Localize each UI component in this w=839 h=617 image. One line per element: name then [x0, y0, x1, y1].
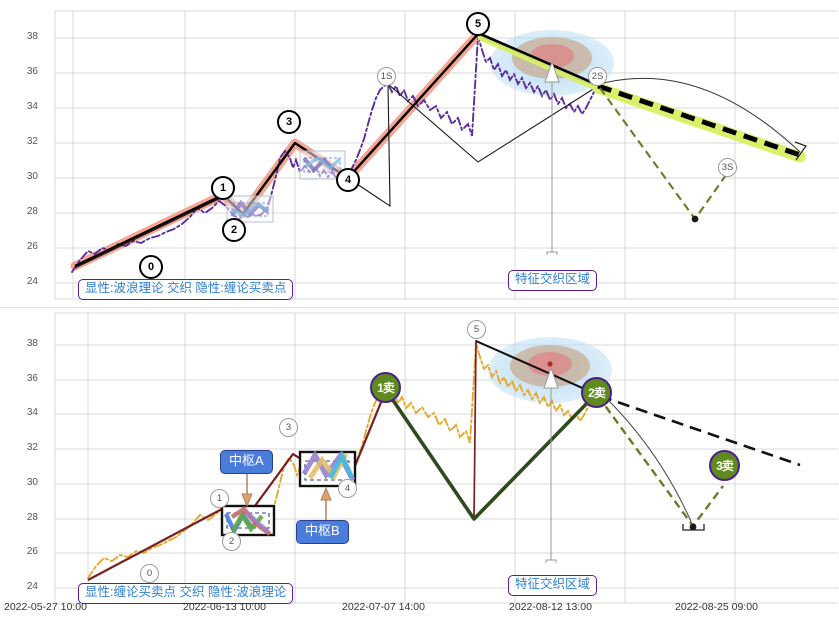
top-gridlines [54, 10, 838, 300]
top-sell-marker-1s[interactable]: 1S [377, 67, 396, 86]
bottom-projection-arc-visible [601, 393, 694, 527]
bottom-ytick-26: 26 [26, 546, 38, 557]
bottom-strategy-tag: 显性:缠论买卖点 交织 隐性:波浪理论 [78, 583, 294, 604]
top-projection-arc [599, 77, 801, 153]
top-ytick-36: 36 [26, 66, 38, 77]
top-sell-marker-3s[interactable]: 3S [718, 158, 737, 177]
top-region-tag: 特征交织区域 [508, 270, 598, 291]
bottom-ytick-32: 32 [26, 442, 38, 453]
bottom-pivot-a-label: 中枢A [220, 450, 273, 474]
top-ytick-30: 30 [26, 171, 38, 182]
bottom-ytick-38: 38 [26, 338, 38, 349]
xtick-4: 2022-08-25 09:00 [675, 601, 758, 613]
bottom-3sell-bracket [682, 524, 705, 531]
xtick-3: 2022-08-12 13:00 [509, 601, 592, 613]
bottom-pivot-box-b[interactable] [298, 449, 357, 488]
top-3s-low-dot [691, 215, 699, 223]
bottom-wave-marker-1[interactable]: 1 [210, 489, 229, 508]
xtick-1: 2022-06-13 10:00 [183, 601, 266, 613]
bottom-sell-badge-3[interactable]: 3卖 [709, 450, 740, 481]
xtick-0: 2022-05-27 10:00 [4, 601, 87, 613]
top-wave-marker-3[interactable]: 3 [277, 110, 301, 134]
top-wave5-to-2s-halo [477, 35, 603, 93]
xtick-2: 2022-07-07 14:00 [342, 601, 425, 613]
top-hidden-price-series [71, 35, 599, 273]
top-wave-marker-1[interactable]: 1 [211, 176, 235, 200]
top-chart-svg [54, 10, 838, 300]
bottom-wave-marker-2[interactable]: 2 [222, 532, 241, 551]
bottom-ytick-24: 24 [26, 581, 38, 592]
bottom-wave-marker-3[interactable]: 3 [279, 418, 298, 437]
bottom-pivot-b-label: 中枢B [296, 520, 349, 544]
top-chan-structure-line-2 [74, 196, 224, 269]
bottom-sell-badge-2[interactable]: 2卖 [581, 377, 612, 408]
top-sell-marker-2s[interactable]: 2S [588, 67, 607, 86]
bottom-ytick-28: 28 [26, 512, 38, 523]
top-wave-marker-0[interactable]: 0 [139, 255, 163, 279]
bottom-3sell-low-dot [689, 523, 697, 531]
top-ytick-32: 32 [26, 136, 38, 147]
top-wave-main-line [74, 33, 479, 268]
top-wave-marker-4[interactable]: 4 [336, 168, 360, 192]
top-ytick-26: 26 [26, 241, 38, 252]
top-wave-marker-5[interactable]: 5 [466, 12, 490, 36]
top-strategy-tag: 显性:波浪理论 交织 隐性:缠论买卖点 [78, 279, 294, 300]
top-ytick-38: 38 [26, 31, 38, 42]
top-region-arrow [544, 60, 560, 255]
bottom-wave-marker-4[interactable]: 4 [338, 479, 357, 498]
top-chart-panel: 38 36 34 32 30 28 26 24 0 1 2 3 4 5 1S 2… [0, 0, 839, 307]
top-ytick-28: 28 [26, 206, 38, 217]
top-chan-structure-line [347, 82, 599, 208]
top-ytick-24: 24 [26, 276, 38, 287]
top-wave-marker-2[interactable]: 2 [222, 218, 246, 242]
bottom-pivot-box-a[interactable] [220, 504, 276, 537]
top-ytick-34: 34 [26, 101, 38, 112]
bottom-downtrend-dashed [599, 394, 801, 467]
bottom-top-trendline [475, 340, 597, 395]
bottom-ytick-30: 30 [26, 477, 38, 488]
top-projection-dashed [597, 83, 801, 158]
bottom-sell-badge-1[interactable]: 1卖 [370, 372, 401, 403]
top-arc-endcap [794, 141, 807, 161]
bottom-wave-marker-5[interactable]: 5 [467, 320, 486, 339]
bottom-ytick-36: 36 [26, 373, 38, 384]
top-wave-halo [70, 29, 483, 271]
bottom-region-tag: 特征交织区域 [508, 575, 598, 596]
bottom-wave-marker-0[interactable]: 0 [140, 564, 159, 583]
bottom-chan-sell-connector [384, 388, 598, 521]
top-wave5-to-2s-line [475, 31, 601, 89]
panel-divider [0, 307, 839, 308]
bottom-chart-panel: 38 36 34 32 30 28 26 24 0 1 2 3 4 5 1卖 2… [0, 310, 839, 617]
bottom-region-arrow [543, 366, 559, 563]
bottom-ytick-34: 34 [26, 407, 38, 418]
